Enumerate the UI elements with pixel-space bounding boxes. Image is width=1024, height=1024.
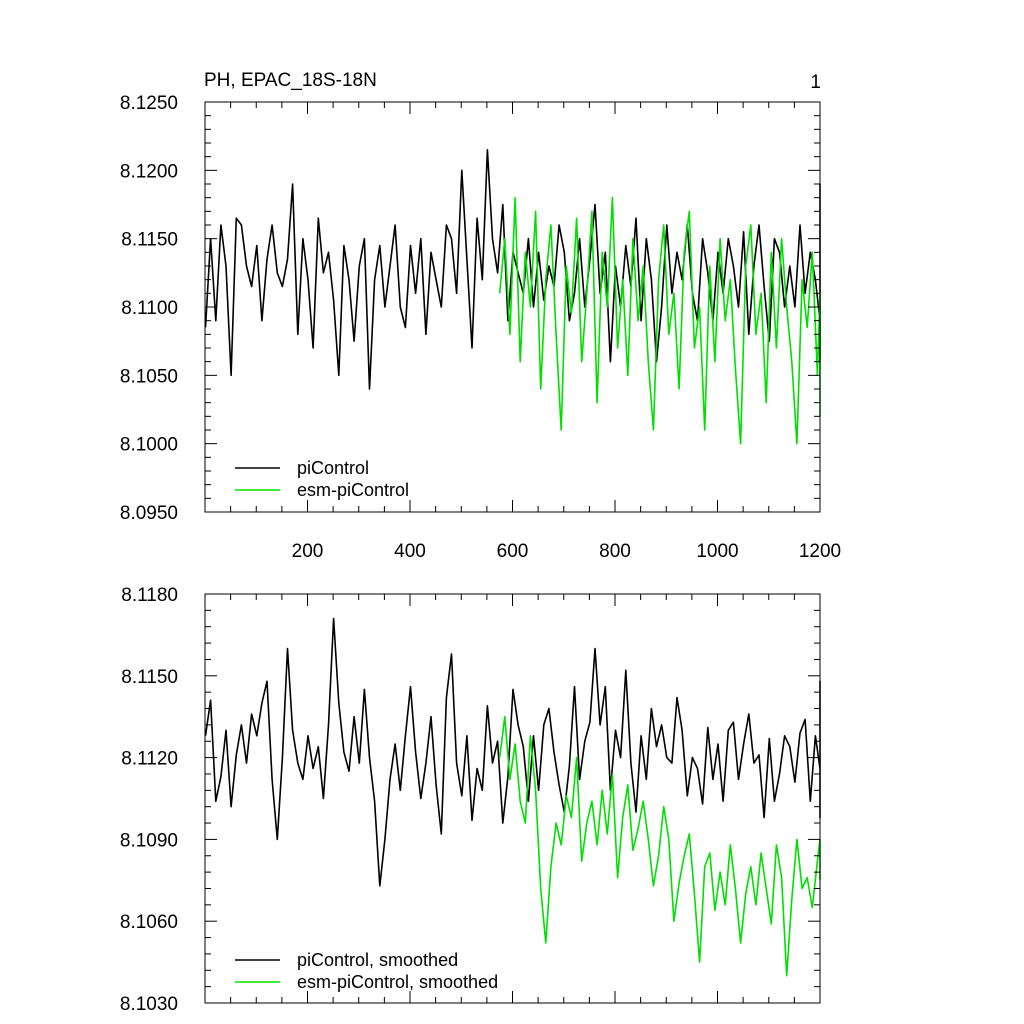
corner-label: 1	[810, 72, 821, 93]
bottom-y-tick-label: 8.1120	[121, 749, 178, 770]
top-series-line-esm-picontrol	[498, 196, 821, 445]
top-legend-label: piControl	[297, 458, 369, 478]
bottom-legend-label: piControl, smoothed	[297, 950, 458, 970]
bottom-y-tick-label: 8.1030	[120, 994, 178, 1015]
top-y-tick-label: 8.1000	[120, 435, 178, 456]
x-tick-label: 400	[394, 541, 426, 562]
bottom-series-line-picontrol	[204, 617, 821, 887]
top-panel: PH, EPAC_18S-18N 1 8.1250 8.1200 8.1150 8.1…	[120, 70, 841, 562]
bottom-y-tick-label: 8.1150	[121, 667, 178, 688]
top-y-tick-label: 8.1150	[121, 230, 178, 251]
chart-title: PH, EPAC_18S-18N	[204, 70, 377, 91]
top-y-tick-label: 8.1200	[120, 161, 178, 182]
top-y-tick-label: 8.1100	[121, 298, 178, 319]
bottom-y-tick-label: 8.1060	[120, 912, 178, 933]
top-y-tick-label: 8.0950	[120, 503, 178, 524]
x-tick-label: 800	[599, 541, 631, 562]
bottom-legend-label: esm-piControl, smoothed	[297, 972, 498, 992]
top-y-tick-label: 8.1250	[120, 93, 178, 114]
bottom-y-tick-label: 8.1090	[120, 830, 178, 851]
top-y-tick-label: 8.1050	[120, 366, 178, 387]
bottom-panel: 8.1180 8.1150 8.1120 8.1090 8.1060 8.1030 piCo…	[120, 585, 821, 1015]
bottom-y-tick-label: 8.1180	[121, 585, 178, 606]
top-legend-label: esm-piControl	[297, 480, 409, 500]
bottom-series-line-esm-picontrol	[498, 715, 821, 977]
x-tick-label: 200	[292, 541, 324, 562]
bottom-plot-frame	[204, 593, 821, 1004]
x-tick-label: 1000	[696, 541, 738, 562]
x-tick-label: 600	[497, 541, 529, 562]
x-tick-label: 1200	[799, 541, 841, 562]
